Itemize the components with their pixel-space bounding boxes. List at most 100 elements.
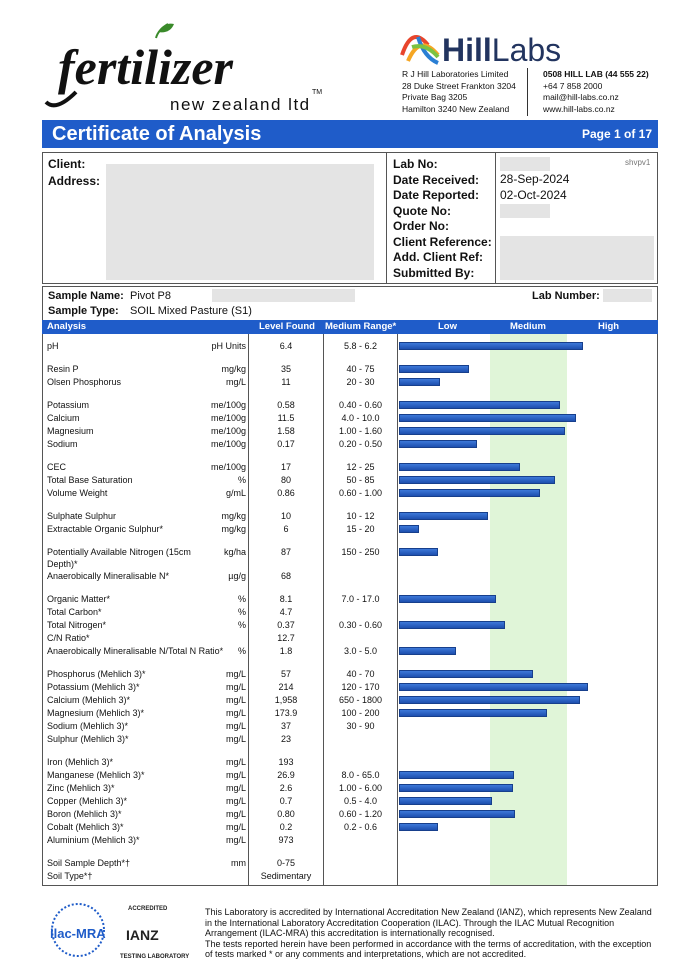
lab-brand: HillLabs xyxy=(442,32,561,68)
analysis: Copper (Mehlich 3)* xyxy=(47,796,128,806)
accredited-text: ACCREDITED xyxy=(128,906,168,912)
level: 973 xyxy=(278,835,294,845)
level-bar xyxy=(399,427,565,435)
brand-sub: new zealand ltd xyxy=(170,95,311,114)
field-label: Submitted By: xyxy=(393,265,475,280)
level-bar xyxy=(399,463,520,471)
analysis: Sodium (Mehlich 3)* xyxy=(47,721,129,731)
level-bar xyxy=(399,670,533,678)
accreditation-logos: ilac-MRA ACCREDITED IANZ TESTING LABORAT… xyxy=(50,903,189,960)
analysis: Sulphur (Mehlich 3)* xyxy=(47,734,129,744)
unit: % xyxy=(237,594,246,604)
field-label: Date Reported: xyxy=(393,188,480,202)
unit: mg/L xyxy=(225,835,246,845)
range: 15 - 20 xyxy=(346,524,375,534)
analysis: CEC xyxy=(47,462,67,472)
level-bar xyxy=(399,548,438,556)
level-bar xyxy=(399,683,588,691)
sample-type-label: Sample Type: xyxy=(48,305,119,317)
analysis: Phosphorus (Mehlich 3)* xyxy=(47,669,146,679)
unit: mg/L xyxy=(225,669,246,679)
date-reported: 02-Oct-2024 xyxy=(500,188,567,202)
level: 0.37 xyxy=(277,620,295,630)
field-label: Order No: xyxy=(393,219,450,233)
field-label: Quote No: xyxy=(393,203,451,218)
divider xyxy=(495,152,496,284)
range: 8.0 - 65.0 xyxy=(341,770,380,780)
level-bar xyxy=(399,440,477,448)
level-bar xyxy=(399,810,515,818)
level: 4.7 xyxy=(279,607,293,617)
level: 173.9 xyxy=(274,708,298,718)
range: 0.60 - 1.20 xyxy=(338,809,383,819)
unit: mg/kg xyxy=(221,511,246,521)
unit: me/100g xyxy=(210,439,246,449)
analysis: pH xyxy=(47,341,59,351)
analysis: Potentially Available Nitrogen (15cm Dep… xyxy=(47,547,191,569)
range: 50 - 85 xyxy=(346,475,375,485)
unit: mg/L xyxy=(225,708,246,718)
analysis: Soil Type*† xyxy=(47,871,93,881)
level: 57 xyxy=(280,669,291,679)
analysis: Iron (Mehlich 3)* xyxy=(47,757,114,767)
analysis: Cobalt (Mehlich 3)* xyxy=(47,822,124,832)
unit: % xyxy=(237,607,246,617)
sample-name: Pivot P8 xyxy=(130,290,171,302)
level: 0-75 xyxy=(276,858,295,868)
unit: % xyxy=(237,620,246,630)
lab-brand-light: Labs xyxy=(492,32,561,68)
column-header: Medium xyxy=(510,321,546,332)
swoosh xyxy=(44,90,78,108)
range: 1.00 - 6.00 xyxy=(338,783,383,793)
col-line xyxy=(397,334,398,885)
level: 0.2 xyxy=(279,822,293,832)
fertilizer-logo: fertilizer TM new zealand ltd xyxy=(44,23,322,114)
unit: g/mL xyxy=(225,488,246,498)
table-header xyxy=(42,320,658,334)
footer-text-2: The tests reported herein have been perf… xyxy=(205,938,652,960)
redacted xyxy=(500,157,550,171)
range: 40 - 75 xyxy=(346,364,375,374)
level-bar xyxy=(399,342,583,350)
analysis: Boron (Mehlich 3)* xyxy=(47,809,122,819)
contact-line: www.hill-labs.co.nz xyxy=(543,103,615,114)
level: 37 xyxy=(280,721,291,731)
unit: mg/L xyxy=(225,809,246,819)
field-label: Client Reference: xyxy=(393,234,492,249)
level: 1.8 xyxy=(279,646,293,656)
range: 0.40 - 0.60 xyxy=(338,400,383,410)
level-bar xyxy=(399,595,496,603)
range: 20 - 30 xyxy=(346,377,375,387)
level: 0.7 xyxy=(279,796,293,806)
unit: pH Units xyxy=(211,341,246,351)
col-line xyxy=(323,334,324,885)
code: shvpv1 xyxy=(625,158,651,167)
range: 30 - 90 xyxy=(346,721,375,731)
analysis: Anaerobically Mineralisable N* xyxy=(47,571,170,581)
range: 650 - 1800 xyxy=(338,695,383,705)
level-bar xyxy=(399,647,456,655)
analysis: Potassium xyxy=(47,400,90,410)
address-line: Private Bag 3205 xyxy=(402,92,468,102)
level-bar xyxy=(399,621,505,629)
level-bar xyxy=(399,771,514,779)
level: 11.5 xyxy=(277,413,295,423)
redacted xyxy=(500,236,654,280)
analysis: Resin P xyxy=(47,364,79,374)
field-label: Add. Client Ref: xyxy=(393,250,483,264)
level-bar xyxy=(399,414,576,422)
level-bar xyxy=(399,476,555,484)
sample-name-label: Sample Name: xyxy=(48,290,124,302)
range: 3.0 - 5.0 xyxy=(343,646,378,656)
footer-text-1: This Laboratory is accredited by Interna… xyxy=(205,907,652,938)
range: 0.30 - 0.60 xyxy=(338,620,383,630)
unit: mg/L xyxy=(225,796,246,806)
level: 193 xyxy=(278,757,294,767)
level: 35 xyxy=(280,364,291,374)
redacted xyxy=(212,289,355,302)
redacted xyxy=(500,204,550,218)
analysis: Sodium xyxy=(47,439,78,449)
title: Certificate of Analysis xyxy=(52,123,262,145)
analysis: Anaerobically Mineralisable N/Total N Ra… xyxy=(47,646,224,656)
analysis: Total Base Saturation xyxy=(47,475,133,485)
